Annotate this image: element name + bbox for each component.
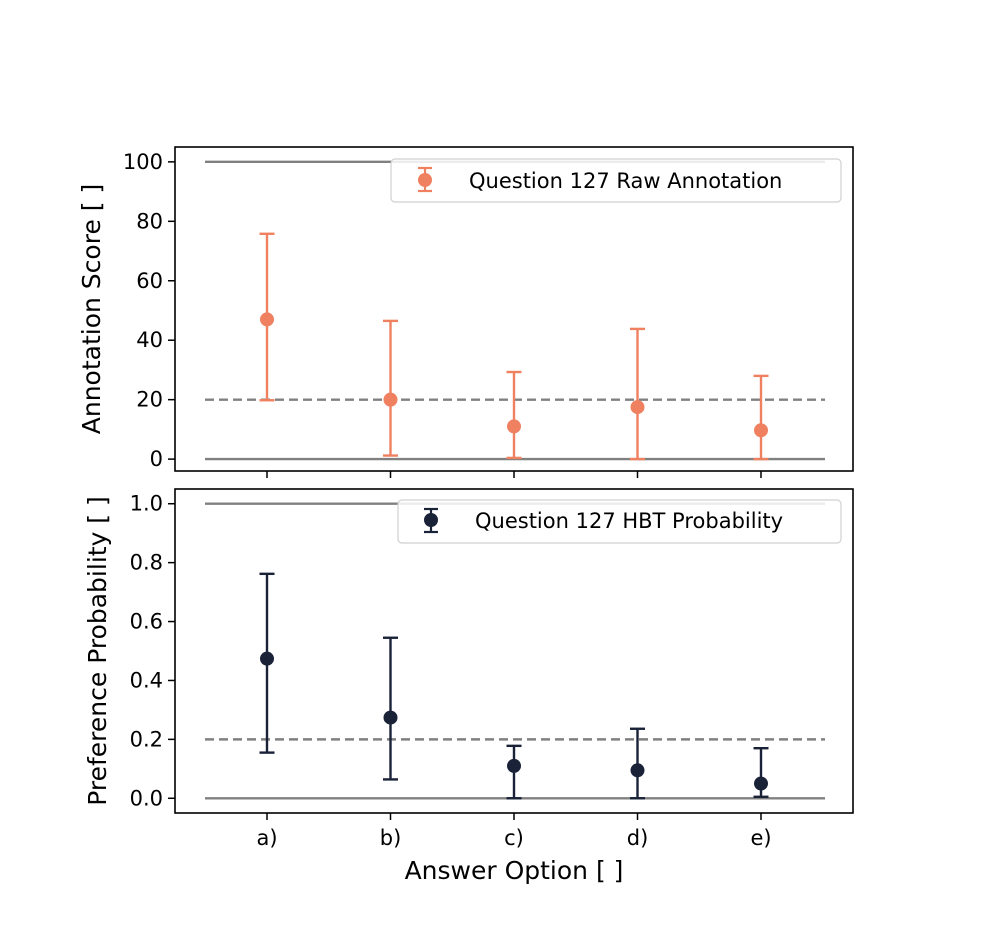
legend-bottom: Question 127 HBT Probability — [397, 499, 842, 544]
y-tick-label-0: 0 — [150, 447, 163, 471]
x-tick-label-1: b) — [380, 826, 402, 850]
x-ticks-bottom: a) b) c) d) e) — [256, 813, 772, 850]
data-point-1 — [383, 710, 398, 725]
data-point-3 — [630, 400, 645, 415]
y-axis-label-bottom: Preference Probability [ ] — [83, 496, 112, 806]
legend-top: Question 127 Raw Annotation — [390, 158, 842, 203]
x-axis-label: Answer Option [ ] — [405, 856, 624, 885]
x-tick-label-4: e) — [750, 826, 771, 850]
preference-probability-panel: 0.0 0.2 0.4 0.6 0.8 1.0 a) b) c) d) e) Preference… — [83, 488, 854, 885]
legend-box-top — [390, 158, 842, 203]
legend-label-top: Question 127 Raw Annotation — [469, 169, 782, 193]
y-tick-label-4: 80 — [136, 209, 163, 233]
y-tick-label-0: 0.0 — [130, 786, 163, 810]
y-ticks-bottom: 0.0 0.2 0.4 0.6 0.8 1.0 — [130, 492, 175, 810]
legend-marker-top — [418, 173, 432, 187]
x-tick-label-0: a) — [256, 826, 277, 850]
legend-label-bottom: Question 127 HBT Probability — [475, 509, 783, 533]
data-marks-bottom — [259, 572, 769, 800]
y-tick-label-5: 100 — [123, 150, 163, 174]
data-point-0 — [260, 312, 274, 327]
y-axis-label-top: Annotation Score [ ] — [77, 184, 106, 434]
data-marks-top — [259, 232, 769, 461]
y-tick-label-5: 1.0 — [130, 492, 163, 516]
data-point-4 — [754, 423, 768, 438]
legend-box-bottom — [397, 499, 842, 544]
data-point-2 — [507, 758, 521, 773]
y-tick-label-2: 0.4 — [130, 668, 163, 692]
y-tick-label-3: 60 — [136, 269, 163, 293]
x-ticks-top — [266, 471, 762, 478]
legend-marker-bottom — [424, 513, 438, 527]
y-tick-label-3: 0.6 — [130, 610, 163, 634]
data-point-1 — [383, 392, 398, 407]
y-tick-label-4: 0.8 — [130, 551, 163, 575]
y-ticks-top: 0 20 40 60 80 100 — [123, 150, 175, 471]
data-point-0 — [260, 651, 274, 666]
x-tick-label-2: c) — [504, 826, 524, 850]
y-tick-label-1: 0.2 — [130, 727, 163, 751]
data-point-3 — [630, 763, 645, 778]
y-tick-label-2: 40 — [136, 328, 163, 352]
data-point-2 — [507, 419, 521, 434]
data-point-4 — [754, 776, 768, 791]
y-tick-label-1: 20 — [136, 388, 163, 412]
x-tick-label-3: d) — [627, 826, 649, 850]
annotation-score-panel: 0 20 40 60 80 100 Annotation Score [ ] Questi… — [77, 146, 854, 478]
